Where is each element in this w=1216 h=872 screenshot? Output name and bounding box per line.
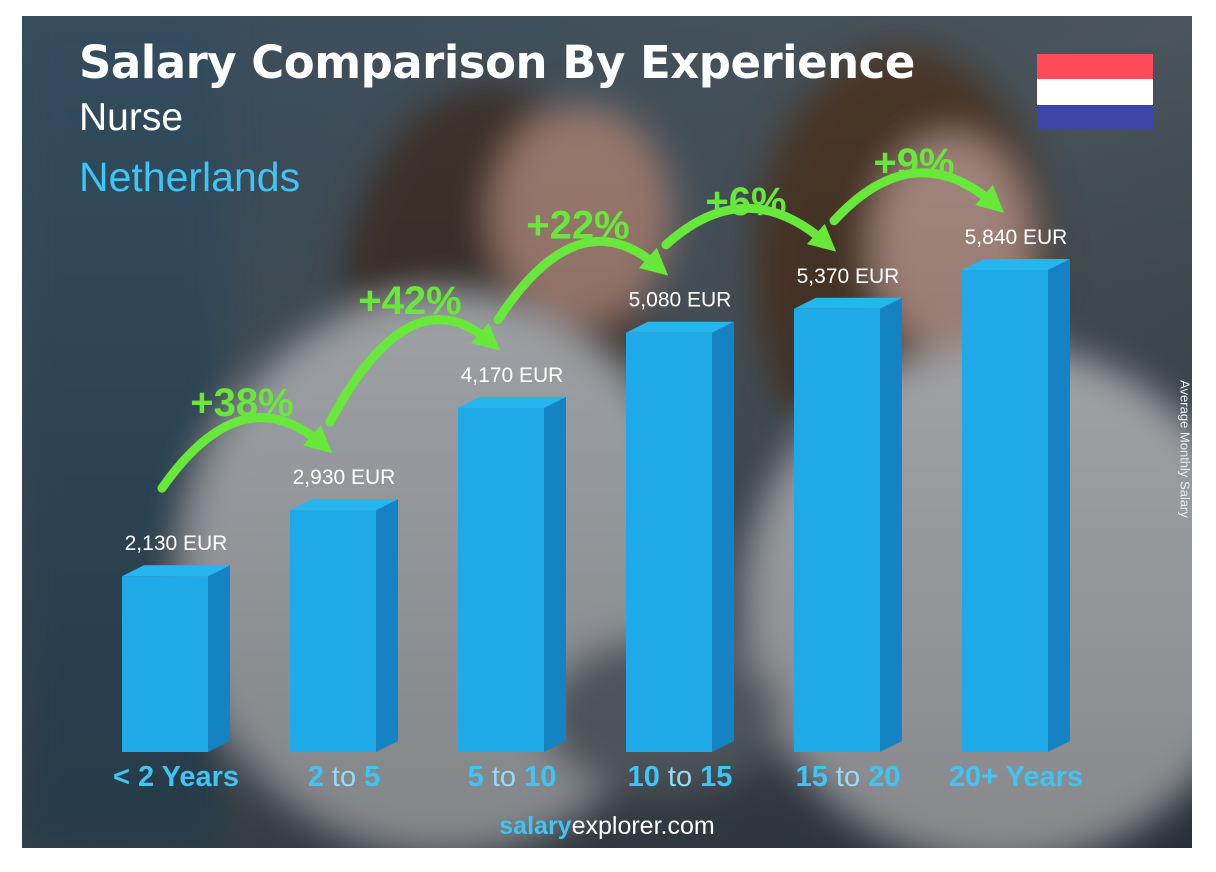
growth-arrow [493,237,669,325]
country-name: Netherlands [79,154,301,200]
chart-title: Salary Comparison By Experience [79,36,915,89]
growth-label: +6% [705,180,786,224]
growth-label: +9% [873,141,954,185]
bar-side [1048,259,1070,752]
bar-side [712,321,734,752]
brand-bold: salary [499,812,572,840]
category-label: < 2 Years [113,761,239,793]
netherlands-flag-icon [1037,54,1153,130]
job-title: Nurse [79,96,184,139]
value-label: 5,370 EUR [797,265,900,288]
value-label: 5,840 EUR [965,226,1068,249]
flag-stripe-white [1037,79,1153,105]
bar [794,308,880,752]
growth-label: +22% [526,204,629,248]
bar-top [626,321,734,333]
growth-arrow [661,203,837,252]
category-label: 10 to 15 [628,761,733,793]
brand-rest: explorer.com [571,812,715,840]
bar-side [544,396,566,752]
value-label: 2,930 EUR [293,466,396,489]
bar-top [458,396,566,408]
site-brand[interactable]: salaryexplorer.com [22,812,1192,841]
growth-arrow [829,168,1005,226]
value-label: 2,130 EUR [125,532,228,555]
chart-frame: 2,130 EUR < 2 Years 2,930 EUR 2 to 5 4,170 E… [22,16,1192,848]
bar-top [794,297,902,309]
category-label: 15 to 20 [796,761,901,793]
bar-side [208,565,230,752]
bar-top [962,259,1070,270]
category-label: 5 to 10 [468,761,557,793]
category-label: 2 to 5 [308,761,381,793]
bar-top [290,499,398,511]
growth-label: +38% [190,381,293,425]
bar-side [880,297,902,752]
value-label: 5,080 EUR [629,289,732,312]
flag-stripe-red [1037,54,1153,80]
bar [458,407,544,752]
bar-top [122,565,230,577]
bar [290,510,376,752]
bar-chart: 2,130 EUR < 2 Years 2,930 EUR 2 to 5 4,170 E… [113,141,1083,793]
y-axis-label: Average Monthly Salary [1177,380,1193,518]
growth-arrow [325,315,501,427]
bar-side [376,499,398,752]
category-label: 20+ Years [949,761,1083,793]
bar [962,270,1048,752]
growth-arrow [157,413,333,493]
bar [122,576,208,752]
flag-stripe-blue [1037,104,1153,130]
growth-label: +42% [358,279,461,323]
value-label: 4,170 EUR [461,364,564,387]
bar [626,332,712,752]
